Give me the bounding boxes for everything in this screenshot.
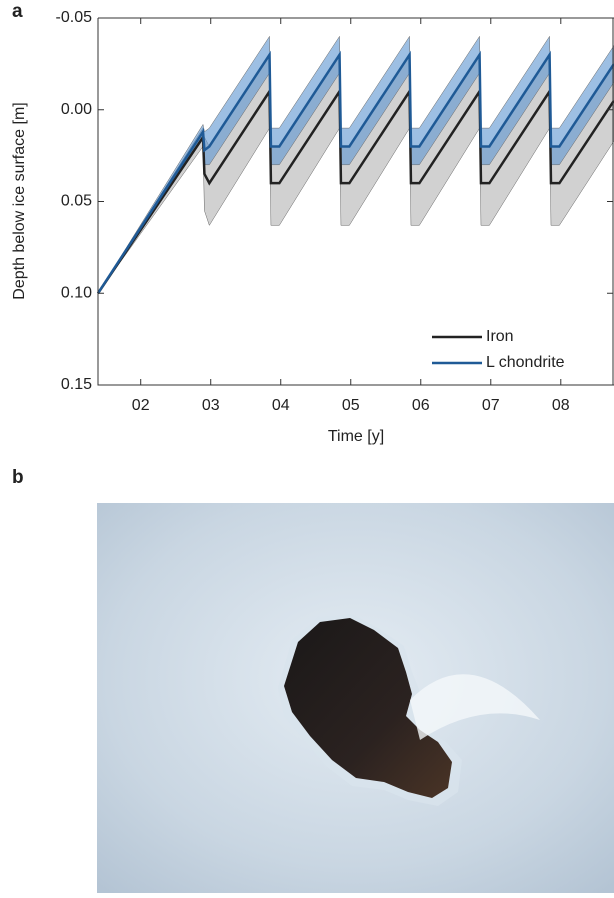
x-tick-label: 05 [342, 397, 360, 414]
y-tick-label: 0.15 [61, 376, 92, 393]
y-tick-label: 0.05 [61, 193, 92, 210]
x-tick-label: 03 [202, 397, 220, 414]
panel-label: a [12, 1, 23, 22]
y-tick-label: -0.05 [56, 9, 93, 26]
plot-area: -0.05 0.00 0.05 0.10 0.15 02 03 04 05 06 07 08 Iron L… [56, 9, 614, 414]
series-line [96, 50, 614, 294]
y-tick-label: 0.10 [61, 284, 92, 301]
y-tick-label: 0.00 [61, 101, 92, 118]
y-axis-label: Depth below ice surface [m] [11, 102, 28, 299]
panel-label: b [12, 467, 24, 488]
x-tick-label: 08 [552, 397, 570, 414]
photo [97, 503, 614, 893]
x-tick-label: 04 [272, 397, 290, 414]
legend-label: L chondrite [486, 354, 565, 371]
uncertainty-band [97, 35, 614, 294]
series-line [96, 87, 614, 294]
legend-label: Iron [486, 328, 514, 345]
x-tick-label: 02 [132, 397, 150, 414]
x-axis-label: Time [y] [328, 428, 384, 445]
x-tick-label: 07 [482, 397, 500, 414]
x-tick-label: 06 [412, 397, 430, 414]
